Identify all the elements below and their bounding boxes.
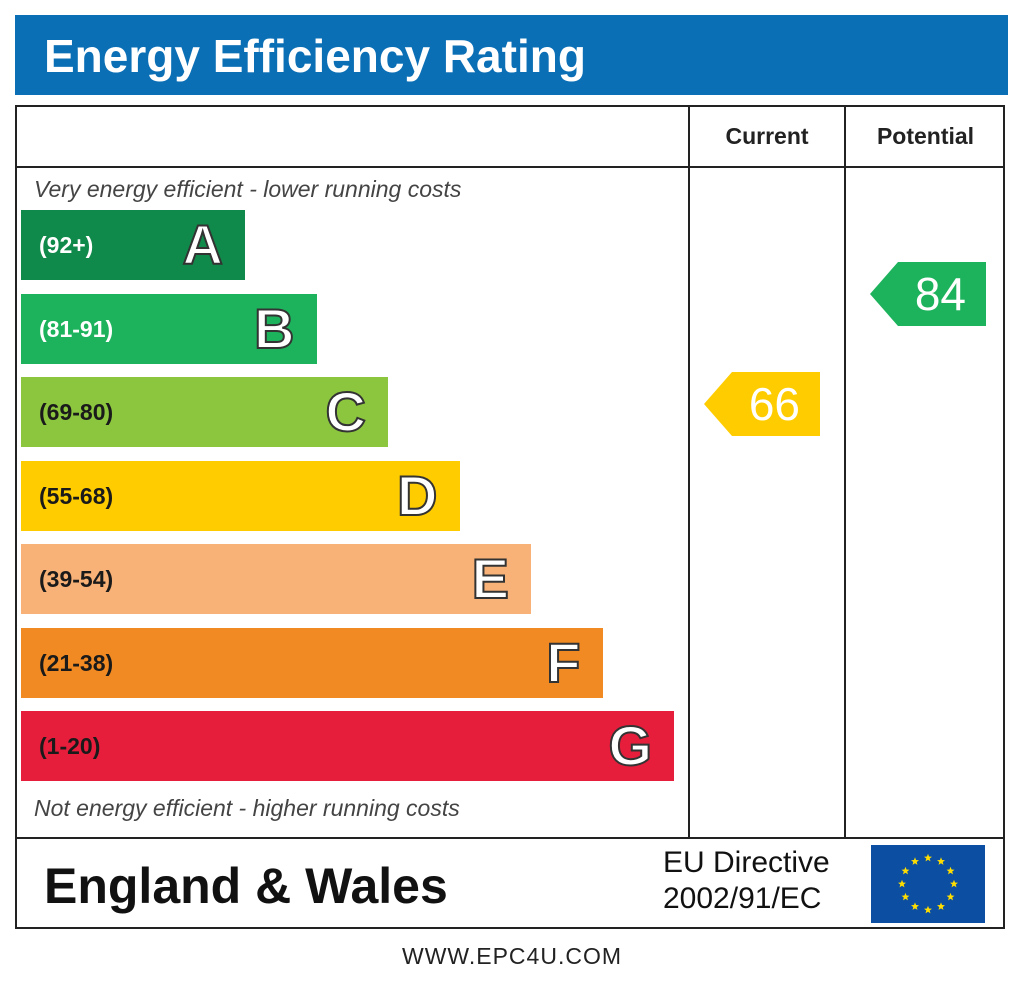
band-g: (1-20) G: [21, 711, 674, 781]
band-letter-label: B: [253, 296, 295, 360]
band-range-label: (55-68): [39, 482, 114, 509]
current-rating-value: 66: [748, 377, 800, 430]
eu-star: [937, 902, 945, 910]
band-letter-label: E: [471, 547, 510, 611]
band-d: (55-68) D: [21, 460, 460, 531]
potential-arrow-shape: [870, 261, 986, 326]
band-a: (92+) A: [21, 210, 245, 280]
band-range-label: (81-91): [39, 315, 114, 342]
eu-flag-stars: [898, 853, 958, 914]
band-range-label: (92+): [39, 232, 94, 258]
chart-title: Energy Efficiency Rating: [44, 30, 586, 82]
band-range-label: (21-38): [39, 649, 114, 676]
eu-star: [911, 857, 919, 865]
eu-star: [950, 879, 958, 888]
potential-arrow-polygon: [870, 261, 986, 326]
eu-star: [901, 892, 910, 901]
current-column-header: Current: [725, 123, 809, 149]
band-e: (39-54) E: [21, 544, 531, 614]
eu-star: [937, 857, 945, 865]
bottom-efficiency-note: Not energy efficient - higher running co…: [34, 795, 460, 821]
eu-star: [924, 905, 932, 914]
potential-rating-arrow: 84: [870, 261, 986, 326]
eu-star: [946, 866, 955, 875]
band-range-label: (39-54): [39, 566, 114, 592]
eu-directive-label: EU Directive 2002/91/EC: [663, 845, 830, 917]
website-label: WWW.EPC4U.COM: [402, 943, 622, 969]
directive-line-1: EU Directive: [663, 846, 830, 879]
band-b: (81-91) B: [21, 293, 317, 364]
current-rating-arrow: 66: [704, 371, 820, 436]
header-bar: Energy Efficiency Rating: [15, 15, 1008, 95]
rating-table-frame: [15, 105, 1005, 929]
region-label: England & Wales: [44, 858, 448, 914]
band-letter-label: F: [545, 630, 581, 694]
current-arrow-polygon: [704, 371, 820, 436]
footer-row-divider: [15, 837, 1005, 839]
eu-star: [924, 853, 932, 862]
eu-star: [901, 866, 910, 875]
band-f: (21-38) F: [21, 627, 603, 698]
eu-star: [911, 902, 919, 910]
current-arrow-shape: [704, 371, 820, 436]
header-row-divider: [15, 166, 1005, 168]
eu-star: [946, 892, 955, 901]
top-efficiency-note: Very energy efficient - lower running co…: [34, 176, 462, 202]
potential-rating-value: 84: [914, 267, 966, 320]
band-letter-label: D: [396, 463, 438, 527]
eu-star: [898, 879, 906, 888]
current-column-divider: [688, 105, 690, 839]
eu-flag-icon: [871, 845, 985, 923]
potential-column-divider: [844, 105, 846, 839]
band-range-label: (69-80): [39, 399, 114, 425]
potential-column-header: Potential: [876, 123, 975, 149]
band-range-label: (1-20): [39, 733, 101, 759]
directive-line-2: 2002/91/EC: [663, 882, 822, 915]
band-c: (69-80) C: [21, 377, 388, 447]
band-letter-label: G: [607, 714, 653, 778]
band-letter-label: A: [182, 213, 224, 277]
band-letter-label: C: [325, 380, 367, 444]
